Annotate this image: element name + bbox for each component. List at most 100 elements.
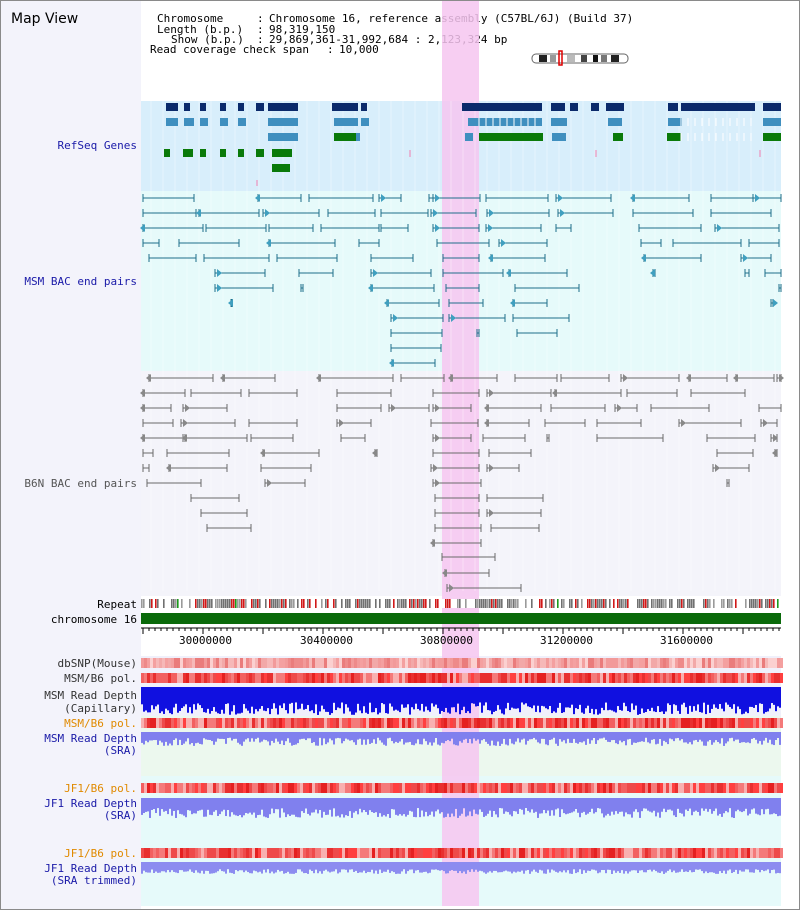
jf1-trim-depth-bar [351,862,353,870]
dbsnp-heat [735,658,738,668]
msm-pol-heat [369,718,372,728]
msm-pol-heat [720,673,723,683]
msm-sra-depth-bar [245,732,247,740]
jf1-pol-heat [402,783,405,793]
repeat-element [591,599,593,608]
jf1-pol-heat [699,783,702,793]
jf1-pol-heat [453,848,456,858]
jf1-trim-depth-bar [321,862,323,874]
track-label-msm-depth-sra[interactable]: MSM Read Depth [44,732,137,745]
jf1-trim-depth-bar [465,862,467,874]
track-label-chromosome[interactable]: chromosome 16 [50,613,137,626]
jf1-trim-depth-bar [641,862,643,871]
jf1-trim-depth-bar [729,862,731,870]
msm-sra-depth-bar [367,732,369,740]
jf1-sra-depth-bar [593,798,595,814]
msm-pol-heat [483,718,486,728]
track-label-msm-depth-cap-sub: (Capillary) [64,702,137,715]
track-label-jf1-pol-1[interactable]: JF1/B6 pol. [64,782,137,795]
msm-pol-heat [393,718,396,728]
bac-end-arrow [389,359,394,367]
jf1-sra-depth-bar [487,798,489,814]
jf1-sra-depth-bar [617,798,619,814]
repeat-element [593,599,595,608]
jf1-pol-heat [213,783,216,793]
jf1-trim-depth-bar [243,862,245,873]
track-label-jf1-pol-2[interactable]: JF1/B6 pol. [64,847,137,860]
repeat-element [749,599,751,608]
jf1-pol-heat [762,848,765,858]
dbsnp-heat [501,658,504,668]
dbsnp-heat [408,658,411,668]
repeat-element [587,599,589,608]
msm-pol-heat [171,673,174,683]
jf1-pol-heat [456,783,459,793]
jf1-pol-heat [468,783,471,793]
track-label-repeat[interactable]: Repeat [97,598,137,611]
jf1-pol-heat [600,848,603,858]
dbsnp-heat [255,658,258,668]
track-label-msm-bac[interactable]: MSM BAC end pairs [24,275,137,288]
jf1-pol-heat [729,848,732,858]
dbsnp-heat [294,658,297,668]
bac-end-arrow [391,404,396,412]
dbsnp-heat [486,658,489,668]
jf1-trim-depth-bar [287,862,289,872]
jf1-pol-heat [501,848,504,858]
jf1-trim-depth-bar [303,862,305,874]
repeat-element [619,599,621,608]
track-label-msm-pol-2[interactable]: MSM/B6 pol. [64,717,137,730]
jf1-trim-depth-bar [539,862,541,870]
jf1-pol-heat [687,848,690,858]
dbsnp-heat [492,658,495,668]
jf1-pol-heat [594,783,597,793]
jf1-trim-depth-bar [461,862,463,874]
dbsnp-heat [387,658,390,668]
msm-capillary-depth-bar [695,687,697,711]
track-label-dbsnp[interactable]: dbSNP(Mouse) [57,657,137,670]
msm-sra-depth-bar [275,732,277,739]
msm-sra-depth-bar [317,732,319,746]
track-label-refseq[interactable]: RefSeq Genes [57,139,137,152]
msm-sra-depth-bar [673,732,675,742]
jf1-sra-depth-bar [517,798,519,814]
bac-end-arrow [166,464,171,472]
dbsnp-heat [681,658,684,668]
track-label-msm-depth-cap[interactable]: MSM Read Depth [44,689,137,702]
dbsnp-heat [666,658,669,668]
jf1-pol-heat [348,848,351,858]
msm-pol-heat [471,718,474,728]
dbsnp-heat [429,658,432,668]
msm-pol-heat [330,673,333,683]
jf1-sra-depth-bar [327,798,329,815]
repeat-element [243,599,245,608]
msm-capillary-depth-bar [305,687,307,709]
jf1-pol-heat [447,783,450,793]
axis-tick-label: 31600000 [660,634,713,647]
jf1-trim-depth-bar [389,862,391,873]
dbsnp-heat [351,658,354,668]
track-label-jf1-depth-sra[interactable]: JF1 Read Depth [44,797,137,810]
track-label-b6n-bac[interactable]: B6N BAC end pairs [24,477,137,490]
jf1-trim-depth-bar [497,862,499,873]
repeat-element [259,599,261,608]
msm-pol-heat [447,673,450,683]
repeat-element [517,599,519,608]
track-label-jf1-depth-trim[interactable]: JF1 Read Depth [44,862,137,875]
jf1-sra-depth-bar [569,798,571,814]
track-label-msm-pol-1[interactable]: MSM/B6 pol. [64,672,137,685]
msm-sra-depth-bar [305,732,307,741]
msm-capillary-depth-bar [321,687,323,706]
chromosome-ideogram[interactable] [1,1,800,71]
repeat-element [349,599,351,608]
jf1-sra-depth-bar [731,798,733,818]
jf1-trim-depth-bar [697,862,699,870]
jf1-pol-heat [315,783,318,793]
repeat-element [203,599,205,608]
jf1-trim-depth-bar [325,862,327,870]
jf1-pol-heat [258,783,261,793]
repeat-element [771,599,773,608]
jf1-sra-depth-bar [491,798,493,817]
msm-sra-depth-bar [525,732,527,745]
